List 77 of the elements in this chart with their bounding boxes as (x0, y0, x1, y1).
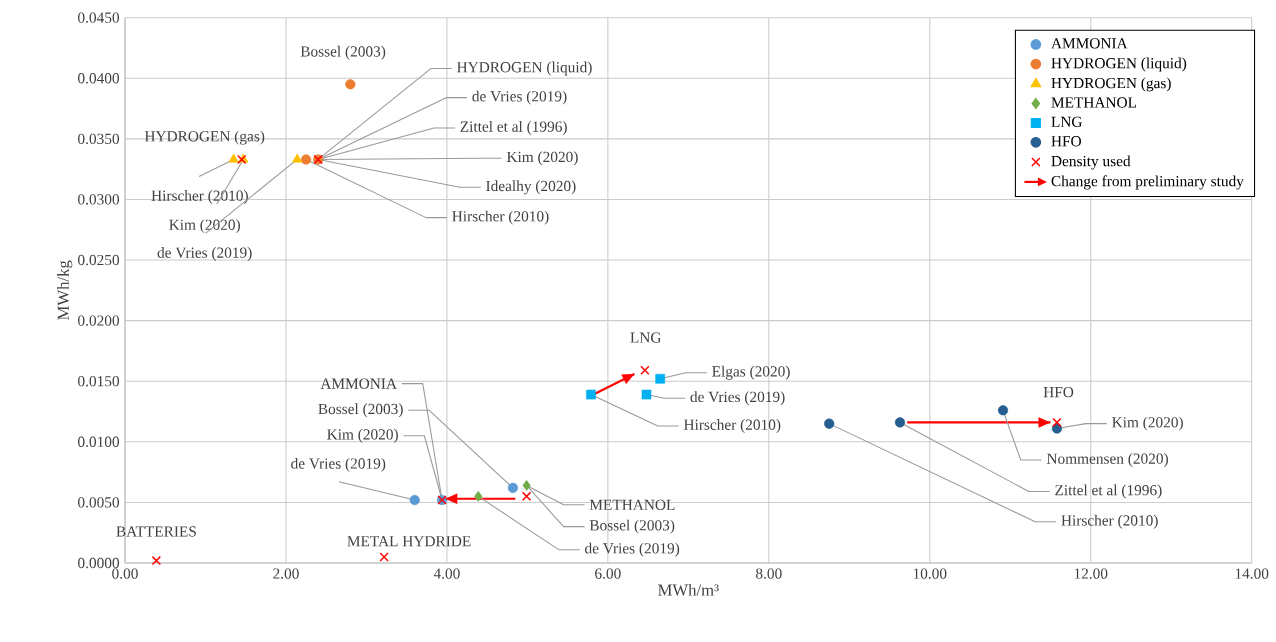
point (521, 491, 532, 502)
point (655, 373, 665, 384)
legend-label: HFO (1051, 136, 1081, 147)
x-tick-label: 2.00 (273, 568, 299, 579)
point (345, 79, 356, 90)
y-axis-title: MWh/kg (57, 260, 73, 320)
annotation: Nommensen (2020) (1046, 453, 1168, 467)
annotation: Kim (2020) (1112, 416, 1183, 431)
y-tick-label: 0.0400 (78, 73, 120, 84)
point (409, 494, 420, 506)
point (640, 365, 650, 376)
x-tick-label: 10.00 (913, 568, 947, 579)
point (1052, 417, 1062, 428)
annotation: HFO (1043, 386, 1074, 398)
legend-label: HYDROGEN (liquid) (1051, 57, 1187, 72)
annotation: Hirscher (2010) (452, 210, 549, 225)
point (228, 153, 239, 163)
annotation: Hirscher (2010) (683, 419, 781, 434)
annotation: Zittel et al (1996) (460, 120, 567, 135)
legend-label: HYDROGEN (gas) (1051, 77, 1171, 92)
point (641, 389, 652, 400)
x-tick-label: 12.00 (1074, 568, 1108, 579)
annotation: Kim (2020) (506, 151, 578, 166)
y-tick-label: 0.0150 (78, 376, 120, 387)
annotation: de Vries (2019) (472, 90, 567, 105)
annotation: Kim (2020) (169, 219, 240, 234)
x-tick-label: 0.00 (112, 568, 138, 579)
annotation: de Vries (2019) (690, 391, 785, 406)
x-axis-title: MWh/m³ (658, 583, 719, 596)
annotation: Zittel et al (1996) (1055, 484, 1162, 499)
annotation: de Vries (2019) (291, 457, 386, 472)
y-tick-label: 0.0300 (78, 194, 120, 205)
point (379, 552, 389, 562)
annotation: Kim (2020) (327, 428, 398, 443)
x-tick-label: 14.00 (1235, 568, 1269, 579)
annotation: Bossel (2003) (300, 45, 386, 60)
point (824, 418, 835, 429)
annotation: Idealhy (2020) (486, 180, 576, 195)
point (292, 153, 303, 163)
point (586, 389, 596, 400)
annotation: Bossel (2003) (589, 519, 675, 534)
legend-label: LNG (1051, 116, 1082, 128)
annotation: Bossel (2003) (318, 403, 403, 418)
annotation: BATTERIES (116, 526, 196, 537)
annotation: LNG (630, 332, 661, 343)
annotation: Hirscher (2010) (1061, 514, 1158, 529)
annotation: HYDROGEN (gas) (144, 130, 265, 145)
point (507, 482, 518, 493)
annotation: METHANOL (589, 499, 675, 510)
legend-label: Density used (1051, 155, 1131, 170)
y-tick-label: 0.0350 (78, 133, 120, 145)
point (301, 154, 312, 165)
annotation: HYDROGEN (liquid) (457, 61, 592, 76)
y-tick-label: 0.0000 (78, 557, 120, 569)
annotation: de Vries (2019) (585, 542, 680, 557)
x-tick-label: 4.00 (433, 568, 460, 579)
y-tick-label: 0.0100 (78, 436, 120, 448)
point (894, 417, 906, 428)
point (1051, 423, 1062, 434)
x-tick-label: 8.00 (755, 568, 782, 579)
point (151, 555, 162, 566)
point (474, 491, 483, 502)
annotation: AMMONIA (320, 378, 397, 389)
legend-label: Change from preliminary study (1051, 175, 1244, 190)
legend-label: AMMONIA (1051, 38, 1128, 49)
y-tick-label: 0.0250 (78, 254, 120, 266)
annotation: Elgas (2020) (712, 365, 790, 380)
annotation: METAL HYDRIDE (347, 536, 471, 547)
y-tick-label: 0.0450 (78, 12, 120, 23)
point (522, 480, 531, 491)
annotation: de Vries (2019) (157, 247, 252, 261)
x-tick-label: 6.00 (595, 568, 621, 579)
y-tick-label: 0.0050 (78, 497, 120, 508)
y-tick-label: 0.0200 (78, 315, 120, 326)
point (997, 405, 1009, 416)
annotation: Hirscher (2010) (151, 190, 248, 204)
legend-label: METHANOL (1051, 97, 1137, 108)
